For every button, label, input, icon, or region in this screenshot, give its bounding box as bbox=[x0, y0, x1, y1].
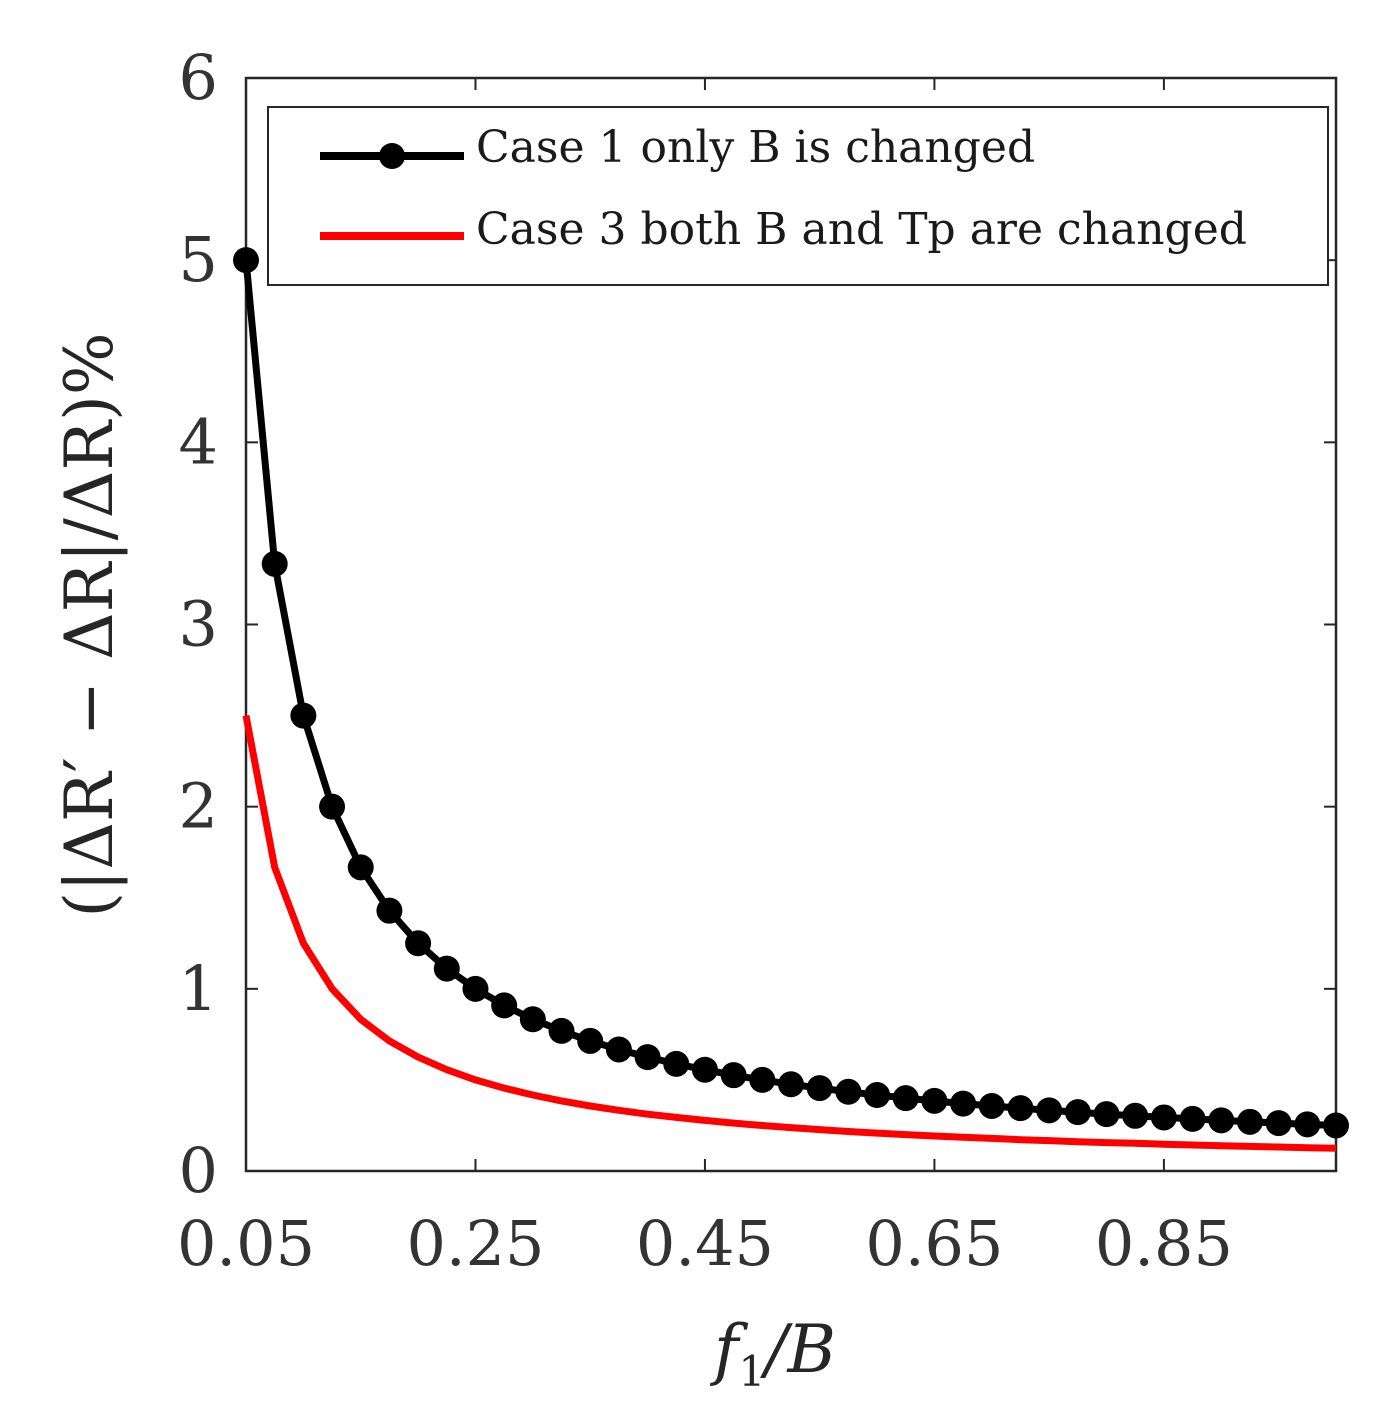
data-point-case-1 bbox=[749, 1066, 776, 1093]
data-point-case-1 bbox=[1122, 1102, 1149, 1129]
data-point-case-1 bbox=[290, 702, 317, 729]
data-point-case-1 bbox=[1064, 1099, 1091, 1126]
x-tick-label: 0.85 bbox=[1095, 1207, 1233, 1280]
data-point-case-1 bbox=[433, 955, 460, 982]
data-point-case-1 bbox=[1007, 1095, 1034, 1122]
data-point-case-1 bbox=[663, 1050, 690, 1077]
legend-marker-case-1 bbox=[379, 143, 405, 169]
data-point-case-1 bbox=[634, 1044, 661, 1071]
data-point-case-1 bbox=[319, 793, 346, 820]
legend-label-case-1: Case 1 only B is changed bbox=[476, 122, 1035, 173]
data-point-case-1 bbox=[1323, 1112, 1349, 1139]
y-tick-label: 1 bbox=[179, 952, 218, 1025]
data-point-case-1 bbox=[261, 550, 288, 577]
data-point-case-1 bbox=[1265, 1110, 1292, 1137]
data-point-case-1 bbox=[978, 1092, 1005, 1119]
data-point-case-1 bbox=[519, 1006, 546, 1033]
data-point-case-1 bbox=[1093, 1101, 1120, 1128]
data-point-case-1 bbox=[1150, 1104, 1177, 1131]
legend: Case 1 only B is changed Case 3 both B a… bbox=[267, 106, 1329, 286]
x-tick-labels: 0.05 0.25 0.45 0.65 0.85 bbox=[177, 1207, 1233, 1280]
x-tick-label: 0.65 bbox=[865, 1207, 1003, 1280]
data-point-case-1 bbox=[691, 1056, 718, 1083]
y-tick-labels: 0 1 2 3 4 5 6 bbox=[179, 41, 218, 1207]
x-tick-label: 0.45 bbox=[636, 1207, 774, 1280]
x-axis-label-subscript: 1 bbox=[738, 1347, 765, 1396]
y-axis-label: (|ΔR′ − ΔR|/ΔR)% bbox=[51, 332, 128, 917]
data-point-case-1 bbox=[548, 1017, 575, 1044]
series-line-case-3 bbox=[242, 714, 1337, 1152]
data-point-case-1 bbox=[605, 1036, 632, 1063]
legend-box bbox=[267, 106, 1329, 286]
data-point-case-1 bbox=[577, 1027, 604, 1054]
data-point-case-1 bbox=[892, 1085, 919, 1112]
data-point-case-1 bbox=[1179, 1105, 1206, 1132]
data-point-case-1 bbox=[405, 930, 432, 957]
data-point-case-1 bbox=[921, 1087, 948, 1114]
data-point-case-1 bbox=[835, 1078, 862, 1105]
data-point-case-1 bbox=[491, 992, 518, 1019]
data-point-case-1 bbox=[950, 1090, 977, 1117]
data-point-case-1 bbox=[347, 854, 374, 881]
series-line-case-1 bbox=[242, 259, 1337, 1129]
y-tick-label: 0 bbox=[179, 1134, 218, 1207]
x-tick-label: 0.25 bbox=[406, 1207, 544, 1280]
y-tick-label: 5 bbox=[179, 223, 218, 296]
x-tick-label: 0.05 bbox=[177, 1207, 315, 1280]
data-point-case-1 bbox=[778, 1071, 804, 1098]
series-layer bbox=[233, 247, 1349, 1152]
data-point-case-1 bbox=[806, 1075, 833, 1102]
legend-label-case-3: Case 3 both B and Tp are changed bbox=[476, 204, 1247, 255]
x-axis-label-rest: /B bbox=[759, 1311, 836, 1388]
y-tick-label: 2 bbox=[179, 770, 218, 843]
plot-area bbox=[233, 76, 1349, 1173]
data-point-case-1 bbox=[1036, 1097, 1063, 1124]
x-axis-label: f1/B bbox=[709, 1311, 836, 1396]
y-tick-label: 6 bbox=[179, 41, 218, 114]
data-point-case-1 bbox=[233, 247, 259, 274]
y-tick-label: 4 bbox=[179, 405, 218, 478]
data-point-case-1 bbox=[1208, 1107, 1235, 1134]
y-tick-label: 3 bbox=[179, 588, 218, 661]
data-point-case-1 bbox=[462, 975, 489, 1002]
data-point-case-1 bbox=[1294, 1111, 1321, 1138]
data-point-case-1 bbox=[376, 897, 403, 924]
data-point-case-1 bbox=[1236, 1108, 1263, 1135]
data-point-case-1 bbox=[720, 1062, 747, 1089]
data-point-case-1 bbox=[864, 1082, 891, 1109]
